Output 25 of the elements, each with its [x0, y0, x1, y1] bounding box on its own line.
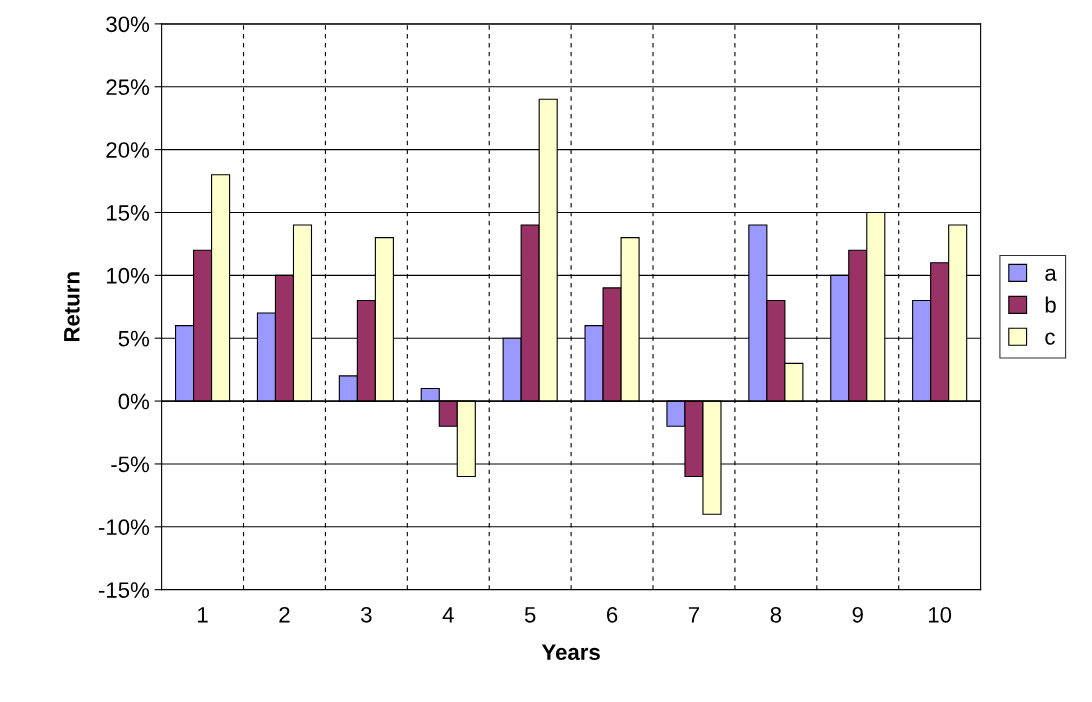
y-tick-label: 0% [118, 393, 150, 410]
x-tick-label: 9 [852, 606, 863, 623]
y-tick-label: -5% [111, 456, 150, 473]
x-tick-label: 6 [607, 606, 618, 623]
y-tick-label: -10% [98, 519, 150, 536]
y-tick-label: 5% [118, 330, 150, 347]
x-tick-label: 4 [442, 607, 454, 623]
y-tick-label: 10% [107, 267, 150, 284]
y-tick-label: -15% [98, 582, 150, 598]
legend-label: b [1045, 296, 1056, 313]
x-tick-label: 3 [361, 606, 372, 623]
x-axis-title: Years [541, 644, 600, 661]
y-axis-title: Return [64, 272, 80, 342]
y-tick-label: 20% [106, 142, 150, 158]
x-tick-label: 1 [198, 607, 208, 623]
y-tick-label: 25% [106, 79, 150, 96]
y-tick-label: 15% [107, 205, 150, 221]
x-tick-label: 10 [929, 606, 952, 623]
legend-label: a [1045, 268, 1057, 281]
y-tick-label: 30% [106, 16, 150, 33]
x-tick-label: 8 [770, 606, 782, 623]
x-tick-label: 7 [688, 607, 700, 623]
x-tick-label: 5 [524, 607, 536, 623]
x-tick-label: 2 [279, 606, 290, 623]
legend-label: c [1045, 332, 1055, 345]
